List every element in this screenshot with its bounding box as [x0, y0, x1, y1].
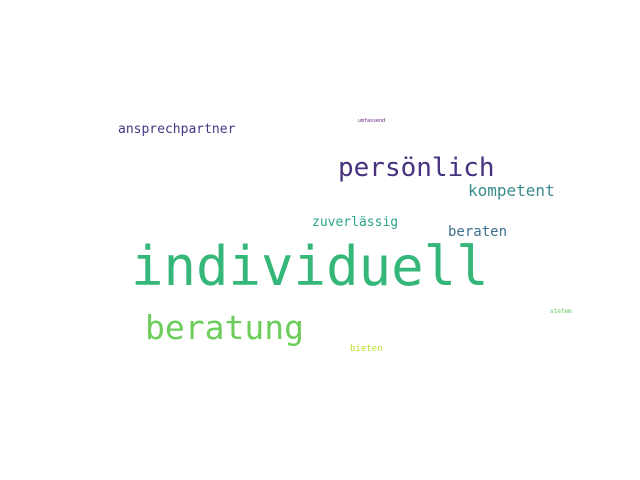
word-umfassend: umfassend: [358, 118, 386, 124]
word-individuell: individuell: [131, 235, 489, 298]
word-zuverlaessig: zuverlässig: [312, 215, 399, 230]
word-bieten: bieten: [350, 344, 383, 354]
word-beraten: beraten: [448, 224, 508, 240]
word-kompetent: kompetent: [468, 181, 555, 200]
word-ansprechpartner: ansprechpartner: [118, 122, 236, 137]
word-stetem: stetem: [550, 308, 572, 315]
word-beratung: beratung: [145, 308, 304, 347]
word-persoenlich: persönlich: [338, 153, 495, 183]
